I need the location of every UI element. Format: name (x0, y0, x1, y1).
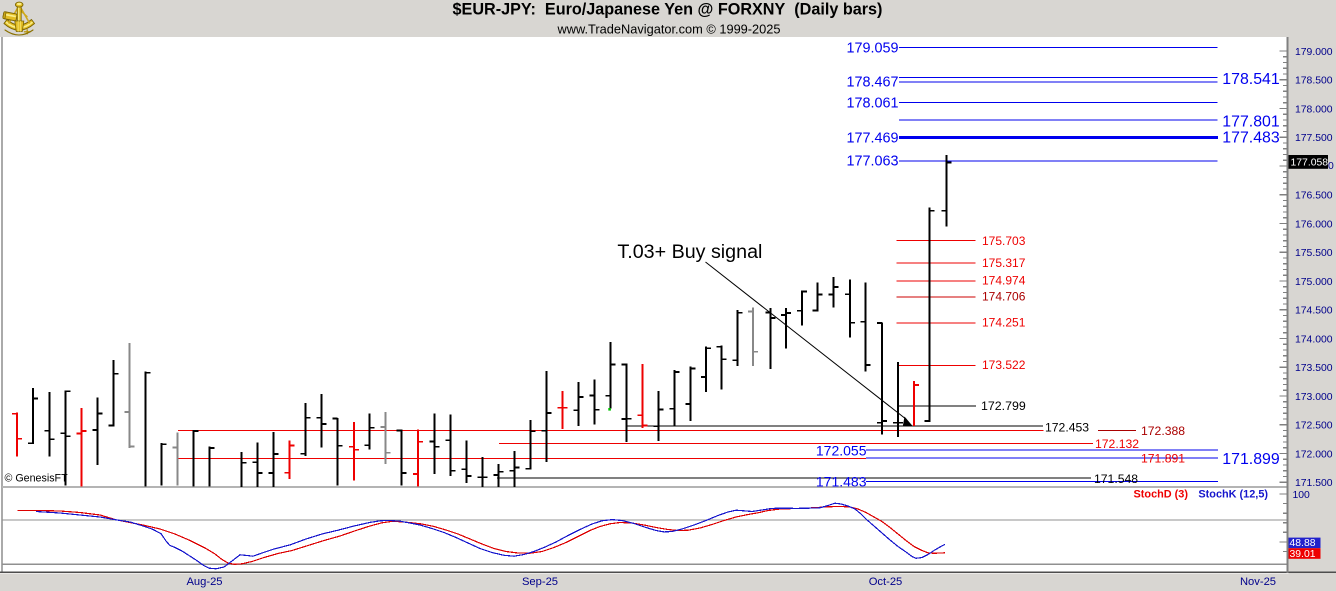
svg-text:Oct-25: Oct-25 (869, 576, 903, 588)
svg-text:48.88: 48.88 (1290, 538, 1316, 549)
svg-text:172.453: 172.453 (1045, 420, 1089, 434)
svg-text:177.058: 177.058 (1291, 157, 1329, 168)
svg-text:179.000: 179.000 (1295, 47, 1333, 58)
svg-text:Aug-25: Aug-25 (186, 576, 222, 588)
svg-text:173.522: 173.522 (982, 358, 1026, 372)
svg-text:172.500: 172.500 (1295, 421, 1333, 432)
svg-text:172.000: 172.000 (1295, 449, 1333, 460)
svg-text:178.500: 178.500 (1295, 76, 1333, 87)
svg-text:www.TradeNavigator.com © 1999-: www.TradeNavigator.com © 1999-2025 (556, 21, 780, 36)
svg-text:172.799: 172.799 (981, 399, 1026, 413)
svg-text:174.000: 174.000 (1295, 334, 1333, 345)
svg-text:171.891: 171.891 (1141, 452, 1185, 466)
svg-text:175.703: 175.703 (982, 234, 1026, 248)
svg-text:175.317: 175.317 (982, 256, 1026, 270)
svg-text:174.974: 174.974 (982, 274, 1026, 288)
svg-text:176.000: 176.000 (1295, 219, 1333, 230)
svg-text:Nov-25: Nov-25 (1240, 576, 1276, 588)
svg-text:177.483: 177.483 (1222, 130, 1280, 147)
svg-text:173.000: 173.000 (1295, 392, 1333, 403)
svg-text:176.500: 176.500 (1295, 191, 1333, 202)
svg-text:171.899: 171.899 (1222, 451, 1280, 468)
svg-text:177.500: 177.500 (1295, 133, 1333, 144)
svg-text:175.500: 175.500 (1295, 248, 1333, 259)
svg-text:172.055: 172.055 (816, 442, 867, 458)
svg-text:178.061: 178.061 (846, 96, 898, 112)
svg-text:$EUR-JPY: Euro/Japanese Yen @: $EUR-JPY: Euro/Japanese Yen @ FORXNY (Da… (453, 1, 883, 19)
svg-text:179.059: 179.059 (846, 41, 898, 57)
svg-text:171.500: 171.500 (1295, 478, 1333, 489)
svg-text:StochD (3): StochD (3) (1134, 488, 1189, 500)
svg-text:100: 100 (1293, 490, 1311, 501)
svg-text:178.467: 178.467 (846, 75, 898, 91)
svg-text:174.706: 174.706 (982, 290, 1026, 304)
svg-text:172.388: 172.388 (1141, 424, 1185, 438)
svg-text:173.500: 173.500 (1295, 363, 1333, 374)
svg-text:174.251: 174.251 (982, 316, 1026, 330)
svg-text:172.132: 172.132 (1095, 437, 1139, 451)
svg-text:39.01: 39.01 (1290, 549, 1316, 560)
svg-text:178.541: 178.541 (1222, 71, 1280, 88)
svg-text:177.469: 177.469 (846, 130, 898, 146)
svg-text:0: 0 (1328, 161, 1334, 172)
svg-text:175.000: 175.000 (1295, 277, 1333, 288)
svg-text:177.801: 177.801 (1222, 114, 1280, 131)
svg-text:© GenesisFT: © GenesisFT (5, 473, 69, 485)
svg-text:174.500: 174.500 (1295, 306, 1333, 317)
svg-text:T.03+ Buy signal: T.03+ Buy signal (617, 241, 762, 263)
svg-text:StochK (12,5): StochK (12,5) (1198, 488, 1268, 500)
svg-text:171.483: 171.483 (816, 473, 867, 489)
svg-text:171.548: 171.548 (1094, 472, 1138, 486)
svg-text:178.000: 178.000 (1295, 104, 1333, 115)
svg-text:177.063: 177.063 (846, 153, 898, 169)
svg-text:Sep-25: Sep-25 (522, 576, 558, 588)
